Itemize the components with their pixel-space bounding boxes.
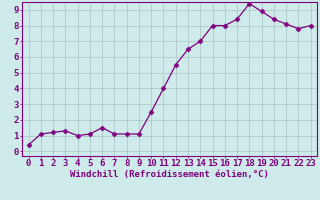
X-axis label: Windchill (Refroidissement éolien,°C): Windchill (Refroidissement éolien,°C): [70, 170, 269, 179]
